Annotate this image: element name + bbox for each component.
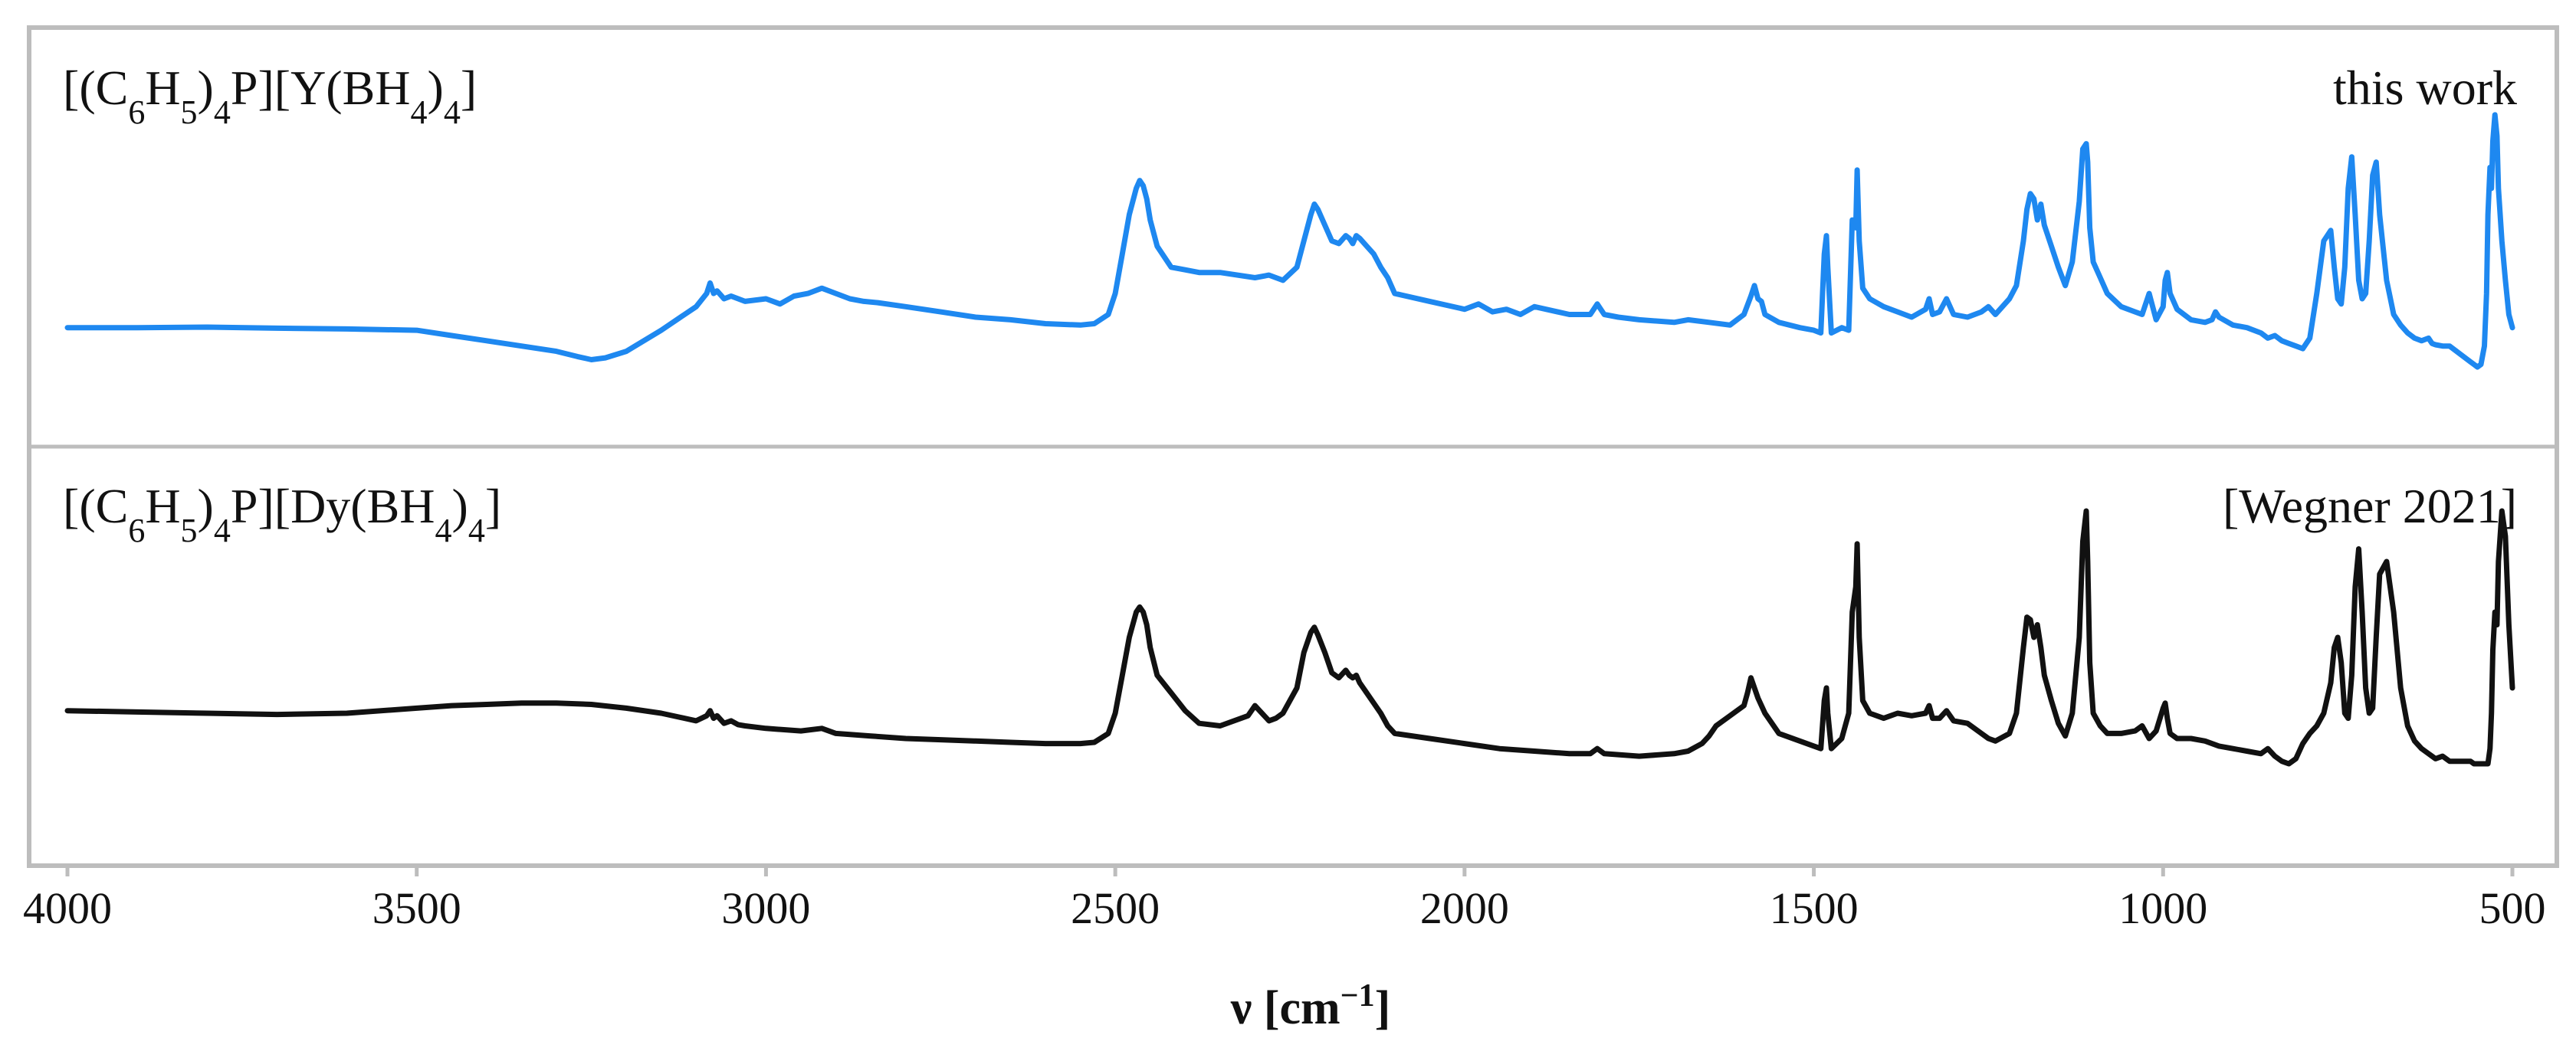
x-tick-label: 4000 (23, 883, 112, 933)
compound-label-2-p6: ] (485, 479, 501, 533)
compound-label-1-p4: P][Y(BH (231, 61, 411, 115)
compound-label-1-s4: 4 (411, 93, 428, 131)
x-tick-label: 2000 (1420, 883, 1509, 933)
compound-label-2-s1: 6 (128, 512, 145, 549)
plot-frames (27, 25, 2559, 868)
compound-label-1-p6: ] (461, 61, 477, 115)
x-axis-label: ν [cm−1] (1230, 978, 1391, 1034)
compound-label-2-s3: 4 (214, 512, 231, 549)
compound-label-2: [(C6H5)4P][Dy(BH4)4] (63, 479, 501, 549)
x-tick-label: 2500 (1071, 883, 1160, 933)
compound-label-1-s5: 4 (444, 93, 461, 131)
compound-label-2-s2: 5 (181, 512, 198, 549)
compound-label-1-s1: 6 (128, 93, 145, 131)
panel-labels: [(C6H5)4P][Y(BH4)4] this work[(C6H5)4P][D… (63, 61, 2517, 549)
compound-label-1-s3: 4 (214, 93, 231, 131)
x-tick-label: 500 (2479, 883, 2546, 933)
compound-label-1-p2: H (145, 61, 180, 115)
compound-label-1: [(C6H5)4P][Y(BH4)4] (63, 61, 477, 131)
compound-label-2-p3: ) (198, 479, 214, 533)
source-label-1: this work (2333, 61, 2517, 115)
compound-label-2-s5: 4 (468, 512, 485, 549)
x-axis-label-bracket: ] (1375, 982, 1391, 1034)
spectrum-curves (64, 112, 2515, 767)
compound-label-1-s2: 5 (181, 93, 198, 131)
spectrum-line-1 (64, 112, 2515, 370)
x-axis-label-superscript: −1 (1341, 978, 1375, 1014)
compound-label-1-p3: ) (198, 61, 214, 115)
x-axis-label-main: ν [cm (1230, 982, 1341, 1034)
source-label-2: [Wegner 2021] (2223, 479, 2517, 533)
compound-label-2-s4: 4 (435, 512, 452, 549)
compound-label-2-p4: P][Dy(BH (231, 479, 435, 533)
x-tick-label: 1000 (2118, 883, 2207, 933)
spectrum-line-2 (64, 508, 2515, 767)
compound-label-2-p1: [(C (63, 479, 128, 533)
compound-label-2-p2: H (145, 479, 180, 533)
x-tick-label: 3000 (721, 883, 810, 933)
compound-label-1-p5: ) (428, 61, 444, 115)
compound-label-2-p5: ) (452, 479, 468, 533)
x-tick-label: 1500 (1770, 883, 1859, 933)
x-tick-label: 3500 (372, 883, 461, 933)
x-axis: 4000 3500 3000 2500 2000 1500 1000 500 (23, 866, 2546, 933)
compound-label-1-p1: [(C (63, 61, 128, 115)
